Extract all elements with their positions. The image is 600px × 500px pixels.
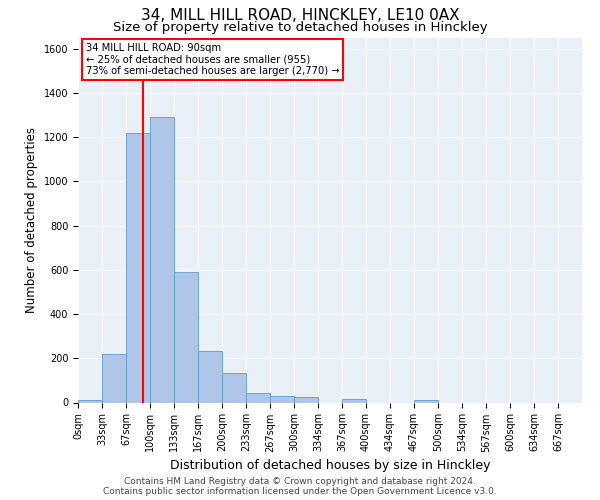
Bar [150,117,174,403]
Text: Size of property relative to detached houses in Hinckley: Size of property relative to detached ho… [113,21,487,34]
Text: 34 MILL HILL ROAD: 90sqm
← 25% of detached houses are smaller (955)
73% of semi-: 34 MILL HILL ROAD: 90sqm ← 25% of detach… [86,43,339,76]
Bar [102,354,126,403]
Bar [222,372,246,402]
Y-axis label: Number of detached properties: Number of detached properties [25,127,38,313]
Bar [174,272,198,402]
Text: 34, MILL HILL ROAD, HINCKLEY, LE10 0AX: 34, MILL HILL ROAD, HINCKLEY, LE10 0AX [140,8,460,22]
Bar [198,350,222,403]
Bar [414,400,438,402]
Bar [342,399,366,402]
X-axis label: Distribution of detached houses by size in Hinckley: Distribution of detached houses by size … [170,458,490,471]
Bar [270,396,294,402]
Bar [126,132,150,402]
Bar [246,392,270,402]
Bar [78,400,102,402]
Text: Contains HM Land Registry data © Crown copyright and database right 2024.
Contai: Contains HM Land Registry data © Crown c… [103,476,497,496]
Bar [294,397,318,402]
